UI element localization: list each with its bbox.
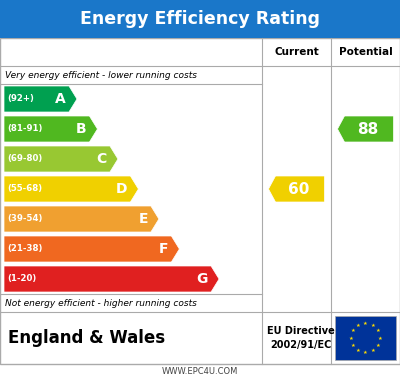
Text: D: D: [116, 182, 127, 196]
Text: A: A: [55, 92, 66, 106]
Polygon shape: [4, 116, 98, 142]
Text: ★: ★: [370, 348, 375, 353]
Text: ★: ★: [377, 336, 382, 341]
Text: ★: ★: [351, 343, 356, 348]
Text: ★: ★: [363, 321, 368, 326]
Text: (1-20): (1-20): [7, 274, 36, 284]
Text: ★: ★: [356, 323, 361, 328]
Text: F: F: [159, 242, 168, 256]
Text: ★: ★: [363, 350, 368, 355]
Text: ★: ★: [375, 329, 380, 333]
Text: 60: 60: [288, 182, 309, 196]
Text: ★: ★: [375, 343, 380, 348]
Polygon shape: [268, 176, 324, 202]
Text: C: C: [97, 152, 107, 166]
Text: ★: ★: [370, 323, 375, 328]
Text: E: E: [138, 212, 148, 226]
Text: Potential: Potential: [339, 47, 392, 57]
Text: Energy Efficiency Rating: Energy Efficiency Rating: [80, 10, 320, 28]
Text: ★: ★: [356, 348, 361, 353]
Polygon shape: [4, 206, 159, 232]
Text: G: G: [197, 272, 208, 286]
Text: WWW.EPC4U.COM: WWW.EPC4U.COM: [162, 367, 238, 376]
Text: England & Wales: England & Wales: [8, 329, 165, 347]
Bar: [0, 38, 400, 364]
Text: ★: ★: [349, 336, 354, 341]
Polygon shape: [4, 266, 219, 292]
Text: B: B: [76, 122, 86, 136]
Polygon shape: [4, 86, 77, 112]
Text: (21-38): (21-38): [7, 244, 42, 253]
Polygon shape: [4, 146, 118, 172]
Text: Current: Current: [274, 47, 319, 57]
Bar: [335, 316, 396, 360]
Text: EU Directive
2002/91/EC: EU Directive 2002/91/EC: [267, 326, 334, 350]
Polygon shape: [338, 116, 394, 142]
Bar: [0, 0, 400, 38]
Text: (92+): (92+): [7, 95, 34, 104]
Text: Very energy efficient - lower running costs: Very energy efficient - lower running co…: [5, 71, 197, 80]
Polygon shape: [4, 176, 138, 202]
Polygon shape: [4, 236, 179, 262]
Text: (69-80): (69-80): [7, 154, 42, 163]
Text: (81-91): (81-91): [7, 125, 42, 133]
Text: 88: 88: [357, 121, 378, 137]
Text: (39-54): (39-54): [7, 215, 42, 223]
Text: ★: ★: [351, 329, 356, 333]
Text: (55-68): (55-68): [7, 185, 42, 194]
Text: Not energy efficient - higher running costs: Not energy efficient - higher running co…: [5, 298, 197, 308]
